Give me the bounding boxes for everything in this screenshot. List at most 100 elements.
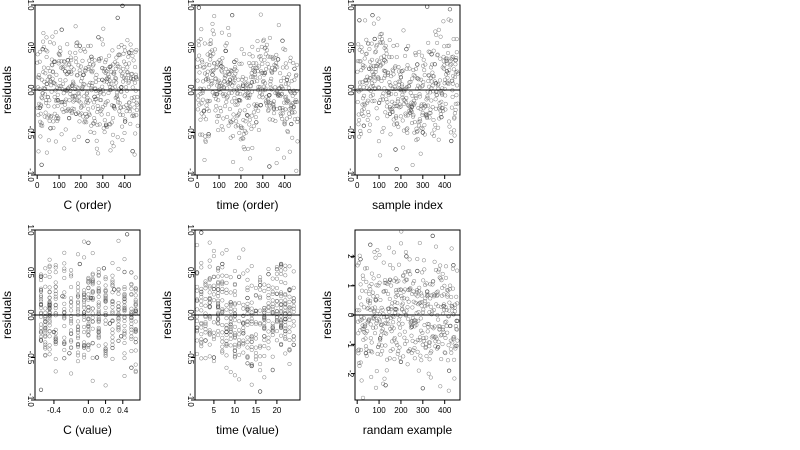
data-point (365, 297, 370, 302)
data-point (410, 162, 415, 168)
data-point (103, 289, 108, 294)
data-point (248, 75, 254, 80)
data-point (249, 344, 254, 349)
data-point (224, 332, 229, 338)
data-point (88, 295, 93, 301)
data-point (231, 159, 236, 165)
data-point (53, 294, 58, 299)
data-point (223, 48, 228, 54)
data-point (73, 50, 78, 55)
data-point (215, 114, 220, 119)
data-point (423, 113, 428, 118)
data-point (274, 315, 279, 320)
data-point (375, 58, 380, 63)
data-point (43, 273, 48, 278)
data-point (249, 310, 254, 315)
data-point (54, 98, 59, 104)
x-tick-label: 100 (52, 181, 66, 190)
data-point (382, 289, 387, 294)
data-point (440, 271, 445, 276)
data-point (103, 287, 108, 292)
data-point (411, 72, 416, 78)
data-point (86, 308, 91, 313)
data-point (112, 106, 117, 111)
data-point (429, 335, 434, 340)
data-point (364, 266, 370, 271)
data-point (277, 92, 282, 97)
data-point (207, 277, 212, 282)
data-point (217, 61, 223, 66)
data-point (274, 271, 279, 276)
data-point (82, 288, 87, 293)
data-point (49, 57, 54, 62)
data-point (103, 321, 108, 326)
data-point (434, 32, 439, 38)
data-point (266, 295, 271, 300)
data-point (367, 301, 372, 306)
data-point (396, 262, 402, 267)
data-point (455, 338, 460, 343)
data-point (228, 324, 233, 330)
data-point (130, 53, 135, 58)
data-point (43, 315, 48, 320)
data-point (54, 72, 59, 77)
data-point (62, 64, 67, 69)
data-point (86, 278, 91, 283)
data-point (440, 91, 445, 96)
data-point (270, 65, 275, 70)
data-point (116, 315, 121, 320)
data-point (43, 333, 48, 338)
data-point (376, 75, 381, 80)
data-point (129, 95, 134, 101)
data-point (77, 119, 82, 124)
data-point (378, 336, 383, 341)
data-point (239, 61, 244, 66)
data-point (370, 81, 375, 86)
data-point (83, 68, 88, 73)
data-point (51, 125, 56, 130)
data-point (87, 58, 92, 63)
data-point (377, 318, 382, 323)
data-point (405, 63, 410, 68)
data-point (359, 49, 364, 54)
data-point (90, 306, 95, 311)
data-point (40, 47, 45, 52)
data-point (130, 85, 135, 90)
data-point (224, 353, 229, 358)
data-point (134, 113, 139, 118)
data-point (241, 313, 246, 318)
data-point (232, 373, 237, 378)
data-point (199, 337, 204, 342)
data-point (105, 112, 111, 117)
data-point (82, 94, 87, 99)
data-point (391, 69, 396, 74)
data-point (253, 308, 258, 313)
data-point (220, 323, 225, 328)
data-point (131, 58, 136, 63)
data-point (103, 348, 108, 353)
data-point (101, 26, 106, 31)
data-point (127, 104, 133, 110)
data-point (195, 78, 200, 83)
data-point (112, 71, 117, 76)
data-point (103, 352, 108, 357)
data-point (283, 61, 288, 66)
data-point (75, 350, 81, 355)
data-point (293, 99, 298, 104)
data-point (39, 162, 44, 167)
data-point (431, 294, 437, 299)
data-point (394, 167, 399, 172)
data-point (452, 115, 457, 120)
data-point (292, 117, 297, 122)
data-point (258, 12, 263, 17)
data-point (369, 271, 374, 276)
data-point (205, 69, 210, 74)
data-point (69, 345, 74, 350)
data-point (249, 334, 254, 339)
data-point (53, 306, 58, 311)
data-point (86, 240, 91, 245)
data-point (43, 345, 48, 350)
data-point (237, 352, 242, 357)
data-point (232, 80, 237, 85)
data-point (445, 358, 451, 363)
